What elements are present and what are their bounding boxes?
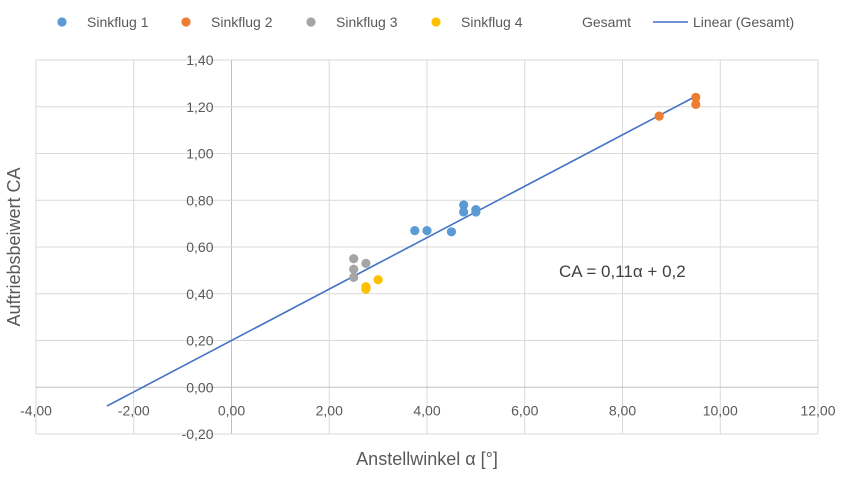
data-point	[349, 272, 359, 282]
y-tick-label: 1,00	[186, 146, 213, 162]
x-tick-label: -2,00	[118, 402, 150, 418]
data-point	[446, 227, 457, 237]
x-tick-label: 2,00	[316, 402, 343, 418]
tick-labels: -4,00 -2,00 0,00 2,00 4,00 6,00 8,00 10,00 12,00…	[20, 52, 836, 442]
y-tick-label: 0,60	[186, 239, 213, 255]
legend-marker	[57, 17, 67, 27]
data-point	[410, 226, 420, 236]
data-point	[459, 200, 469, 210]
x-tick-label: 0,00	[218, 402, 245, 418]
data-point	[459, 207, 469, 217]
data-point	[691, 99, 701, 110]
legend-label: Sinkflug 2	[211, 14, 273, 30]
data-point	[349, 254, 359, 264]
data-point	[361, 282, 371, 292]
legend-marker	[181, 17, 191, 27]
data-point	[361, 258, 371, 268]
data-point	[471, 205, 481, 215]
trendline	[106, 95, 697, 407]
y-tick-label: 0,20	[186, 333, 213, 349]
x-tick-label: 6,00	[511, 402, 538, 418]
data-point	[422, 226, 432, 236]
legend-label: Sinkflug 4	[461, 14, 523, 30]
legend-marker	[431, 17, 441, 27]
data-point	[349, 264, 359, 274]
x-tick-label: 10,00	[703, 402, 738, 418]
trendline-equation: CA = 0,11α + 0,2	[559, 262, 686, 281]
y-tick-label: 0,40	[186, 286, 213, 302]
legend-label: Sinkflug 3	[336, 14, 398, 30]
data-point	[373, 275, 383, 285]
y-tick-label: 1,40	[186, 52, 213, 68]
x-tick-label: 4,00	[413, 402, 440, 418]
trendline-group	[106, 95, 697, 407]
x-tick-label: 8,00	[609, 402, 636, 418]
legend-marker	[306, 17, 316, 27]
legend-label: Sinkflug 1	[87, 14, 149, 30]
x-tick-label: 12,00	[800, 402, 835, 418]
y-tick-label: 0,80	[186, 192, 213, 208]
y-tick-label: 0,00	[186, 379, 213, 395]
x-tick-label: -4,00	[20, 402, 52, 418]
legend: Sinkflug 1 Sinkflug 2 Sinkflug 3 Sinkflug 4…	[57, 14, 794, 30]
data-point	[691, 92, 701, 102]
grid-lines	[35, 59, 819, 435]
data-points	[349, 92, 701, 294]
legend-label: Linear (Gesamt)	[693, 14, 794, 30]
y-tick-label: -0,20	[182, 426, 214, 442]
y-tick-label: 1,20	[186, 99, 213, 115]
x-axis-title: Anstellwinkel α [°]	[356, 449, 498, 469]
legend-label: Gesamt	[582, 14, 631, 30]
data-point	[654, 111, 664, 121]
y-axis-title: Auftriebsbeiwert CA	[4, 167, 24, 326]
